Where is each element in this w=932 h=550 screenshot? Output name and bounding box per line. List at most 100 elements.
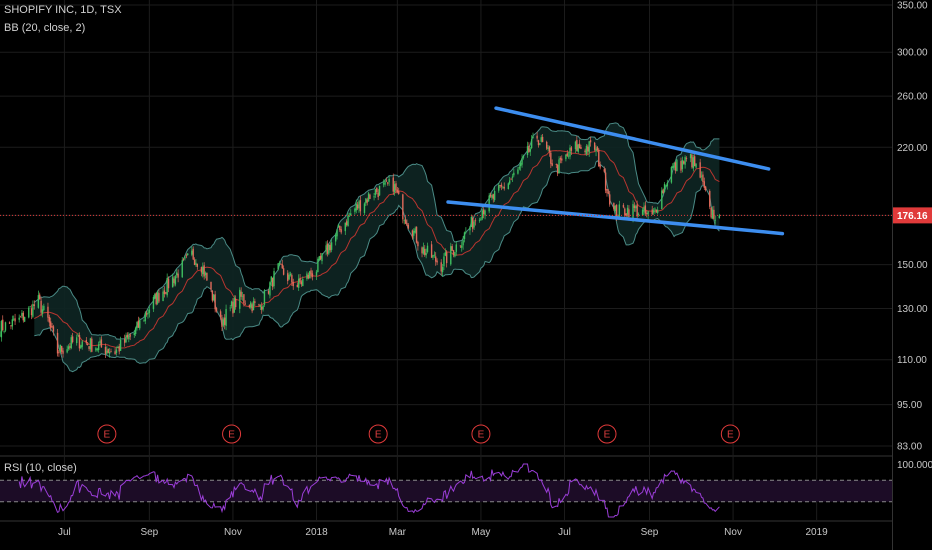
candle-body	[299, 277, 301, 283]
candle-body	[356, 204, 359, 209]
candle-body	[700, 175, 703, 177]
candle-body	[344, 222, 346, 232]
candle-body	[21, 312, 23, 317]
candle-body	[287, 273, 289, 282]
candle-body	[499, 184, 501, 187]
time-tick-label: Jul	[58, 527, 71, 538]
candle-body	[67, 346, 70, 349]
candle-body	[472, 217, 474, 229]
candle-body	[526, 146, 529, 155]
candle-body	[167, 278, 170, 289]
candle-body	[521, 158, 523, 165]
bb-legend[interactable]: BB (20, close, 2)	[4, 22, 86, 34]
time-tick-label: Nov	[224, 527, 242, 538]
price-tick-label: 350.00	[897, 1, 928, 12]
candle-body	[365, 198, 367, 204]
candle-body	[691, 154, 693, 168]
candle-body	[148, 309, 151, 313]
candle-body	[14, 318, 16, 322]
candle-body	[37, 295, 40, 308]
candle-body	[709, 190, 711, 207]
candle-body	[613, 202, 615, 210]
candle-body	[107, 348, 109, 353]
candle-body	[502, 186, 504, 188]
candle-body	[71, 336, 74, 343]
candle-body	[604, 172, 607, 191]
candle-body	[407, 224, 410, 229]
candle-body	[498, 185, 500, 191]
symbol-legend[interactable]: SHOPIFY INC, 1D, TSX	[4, 4, 122, 16]
candle-body	[271, 277, 274, 287]
candle-body	[625, 213, 627, 216]
candle-body	[240, 291, 242, 297]
candle-body	[651, 209, 653, 215]
candle-body	[570, 147, 573, 151]
candle-body	[618, 204, 621, 217]
candle-body	[609, 194, 611, 205]
candle-body	[435, 256, 437, 262]
candle-body	[171, 277, 174, 288]
candle-body	[337, 224, 340, 228]
candle-body	[519, 163, 522, 167]
candle-body	[607, 192, 610, 194]
candle-body	[417, 242, 419, 247]
price-tick-label: 110.00	[897, 355, 927, 366]
candle-body	[384, 181, 386, 185]
rsi-legend[interactable]: RSI (10, close)	[4, 462, 77, 474]
candle-body	[662, 189, 664, 194]
candle-body	[547, 147, 549, 150]
candle-body	[354, 208, 356, 212]
candle-body	[556, 164, 559, 174]
candle-body	[251, 304, 253, 312]
candle-body	[43, 305, 45, 310]
candle-body	[66, 349, 68, 353]
candle-body	[219, 311, 222, 317]
candle-body	[123, 339, 126, 343]
candle-body	[647, 211, 649, 215]
candle-body	[666, 182, 668, 187]
candle-body	[78, 335, 81, 349]
candle-body	[158, 293, 160, 302]
candle-body	[204, 272, 207, 276]
candle-body	[29, 306, 31, 308]
candle-body	[328, 244, 330, 254]
candle-body	[646, 213, 648, 214]
candle-body	[484, 210, 486, 216]
candle-body	[48, 316, 51, 323]
candle-body	[578, 143, 581, 149]
candle-body	[481, 210, 484, 219]
candle-body	[596, 146, 599, 151]
candle-body	[291, 275, 293, 283]
candle-body	[147, 312, 149, 315]
earnings-marker	[97, 424, 117, 444]
candle-body	[258, 304, 260, 306]
candle-body	[222, 319, 225, 326]
time-tick-label: Sep	[140, 527, 158, 538]
candle-body	[699, 162, 701, 178]
candle-body	[110, 351, 112, 352]
candle-body	[462, 240, 464, 246]
candle-body	[500, 184, 503, 187]
candle-body	[585, 145, 588, 154]
candle-body	[250, 302, 252, 308]
candle-body	[576, 139, 578, 151]
candle-body	[536, 135, 538, 139]
candle-body	[567, 155, 570, 157]
candle-body	[414, 228, 416, 233]
candle-body	[339, 225, 341, 230]
candle-body	[656, 209, 659, 213]
candle-body	[307, 274, 309, 279]
candle-body	[86, 343, 89, 346]
candle-body	[452, 250, 455, 256]
candle-body	[329, 244, 331, 251]
earnings-label: E	[478, 430, 485, 441]
candle-body	[80, 345, 82, 349]
candle-body	[13, 318, 15, 320]
candle-body	[421, 247, 423, 254]
candle-body	[39, 294, 41, 300]
candle-body	[358, 201, 360, 209]
candle-body	[177, 273, 179, 278]
candle-body	[555, 163, 558, 165]
candle-body	[628, 209, 630, 218]
